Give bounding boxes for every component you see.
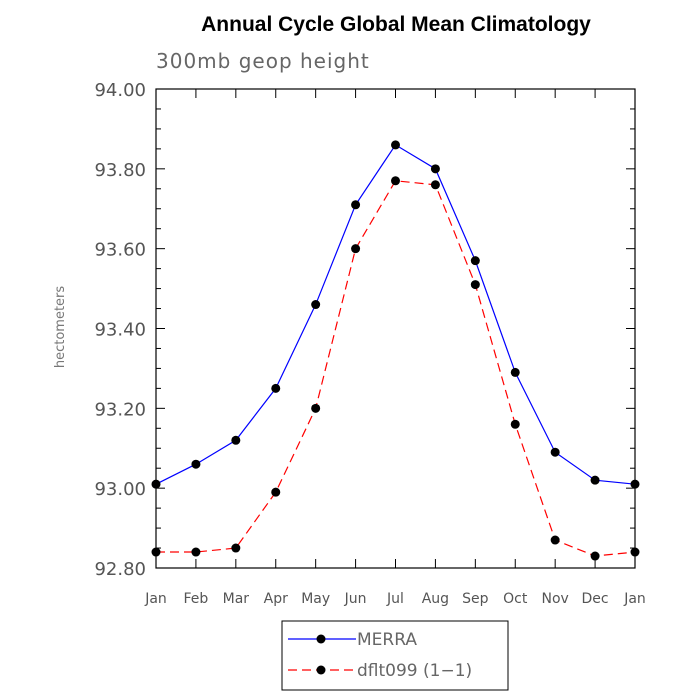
data-point-merra bbox=[311, 300, 321, 310]
x-tick-label: Jul bbox=[386, 591, 404, 607]
x-tick-labels: Jan Feb Mar Apr May Jun Jul Aug Sep Oct Nov Dec Jan bbox=[144, 591, 646, 607]
legend-box bbox=[281, 620, 509, 691]
x-tick-label: Nov bbox=[542, 591, 569, 607]
data-point-dflt099 bbox=[590, 551, 600, 561]
data-point-merra bbox=[430, 164, 440, 174]
data-point-dflt099 bbox=[311, 403, 321, 413]
data-point-merra bbox=[271, 383, 281, 393]
x-tick-label: Mar bbox=[223, 591, 250, 607]
y-tick-label: 93.60 bbox=[94, 240, 146, 261]
series-line-merra bbox=[155, 144, 636, 485]
x-tick-label: Apr bbox=[264, 591, 288, 607]
series-merra bbox=[151, 140, 640, 489]
data-point-dflt099 bbox=[231, 543, 241, 553]
data-point-dflt099 bbox=[391, 176, 400, 186]
x-tick-label: Sep bbox=[462, 591, 489, 607]
y-tick-label: 93.00 bbox=[94, 479, 146, 500]
x-tick-label: Aug bbox=[422, 591, 449, 607]
y-tick-labels: 92.80 93.00 93.20 93.40 93.60 93.80 94.00 bbox=[94, 80, 146, 580]
series-layer bbox=[151, 140, 640, 561]
x-tick-label: Dec bbox=[582, 591, 609, 607]
y-tick-label: 92.80 bbox=[94, 559, 146, 580]
y-axis-label: hectometers bbox=[53, 286, 68, 369]
legend-label-merra: MERRA bbox=[357, 630, 417, 650]
y-tick-label: 93.40 bbox=[94, 320, 146, 341]
x-tick-label: Oct bbox=[503, 591, 528, 607]
x-tick-label: May bbox=[301, 591, 330, 607]
chart-title: Annual Cycle Global Mean Climatology bbox=[201, 13, 591, 36]
data-point-merra bbox=[470, 256, 480, 266]
data-point-merra bbox=[391, 140, 400, 150]
data-point-dflt099 bbox=[470, 280, 480, 290]
legend-marker-merra bbox=[316, 634, 326, 644]
data-point-dflt099 bbox=[351, 244, 361, 254]
data-point-merra bbox=[550, 447, 560, 457]
data-point-dflt099 bbox=[550, 535, 560, 545]
data-point-merra bbox=[191, 459, 201, 469]
data-point-merra bbox=[590, 475, 600, 485]
data-point-dflt099 bbox=[271, 487, 281, 497]
series-line-dflt099 bbox=[156, 180, 636, 557]
y-tick-label: 94.00 bbox=[94, 80, 146, 101]
tick-marks bbox=[155, 88, 636, 569]
data-point-merra bbox=[231, 435, 241, 445]
data-point-dflt099 bbox=[191, 547, 201, 557]
legend: MERRA dflt099 (1−1) bbox=[281, 620, 509, 691]
x-tick-label: Jan bbox=[623, 591, 646, 607]
chart-subtitle: 300mb geop height bbox=[156, 49, 370, 73]
data-point-merra bbox=[510, 367, 520, 377]
y-tick-label: 93.80 bbox=[94, 160, 146, 181]
legend-label-dflt099: dflt099 (1−1) bbox=[357, 661, 472, 681]
data-point-dflt099 bbox=[430, 180, 440, 190]
series-dflt099 bbox=[151, 176, 640, 561]
data-point-merra bbox=[351, 200, 361, 210]
legend-marker-dflt099 bbox=[316, 665, 326, 675]
plot-frame bbox=[155, 88, 636, 569]
x-tick-label: Jan bbox=[144, 591, 167, 607]
y-tick-label: 93.20 bbox=[94, 399, 146, 420]
data-point-dflt099 bbox=[510, 419, 520, 429]
x-tick-label: Jun bbox=[344, 591, 367, 607]
x-tick-label: Feb bbox=[184, 591, 209, 607]
